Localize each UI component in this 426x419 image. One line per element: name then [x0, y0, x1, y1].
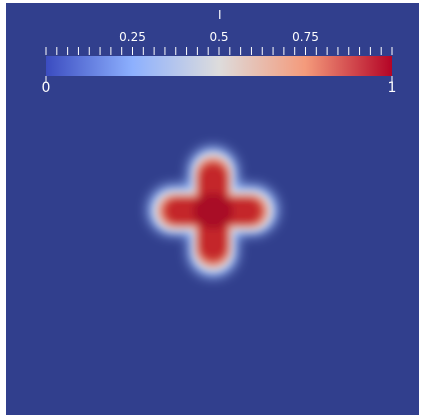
colorbar-tick-label: 0.25: [119, 30, 146, 44]
colorbar-tick-label: 0.5: [209, 30, 229, 44]
colorbar-max-label: 1: [387, 80, 397, 96]
colorbar-minor-ticks: [45, 47, 393, 55]
colorbar-legend: [45, 47, 393, 83]
field-core: [193, 193, 233, 229]
render-viewport[interactable]: I 0 1 0.25 0.5 0.75: [6, 3, 419, 415]
colorbar-min-label: 0: [41, 80, 51, 96]
colorbar-tick-label: 0.75: [292, 30, 319, 44]
heatmap-canvas: [45, 47, 393, 277]
heat-field: [148, 147, 278, 277]
colorbar-title: I: [218, 8, 222, 22]
colorbar-gradient: [46, 56, 392, 76]
colorbar-major-ticks: [45, 76, 393, 83]
